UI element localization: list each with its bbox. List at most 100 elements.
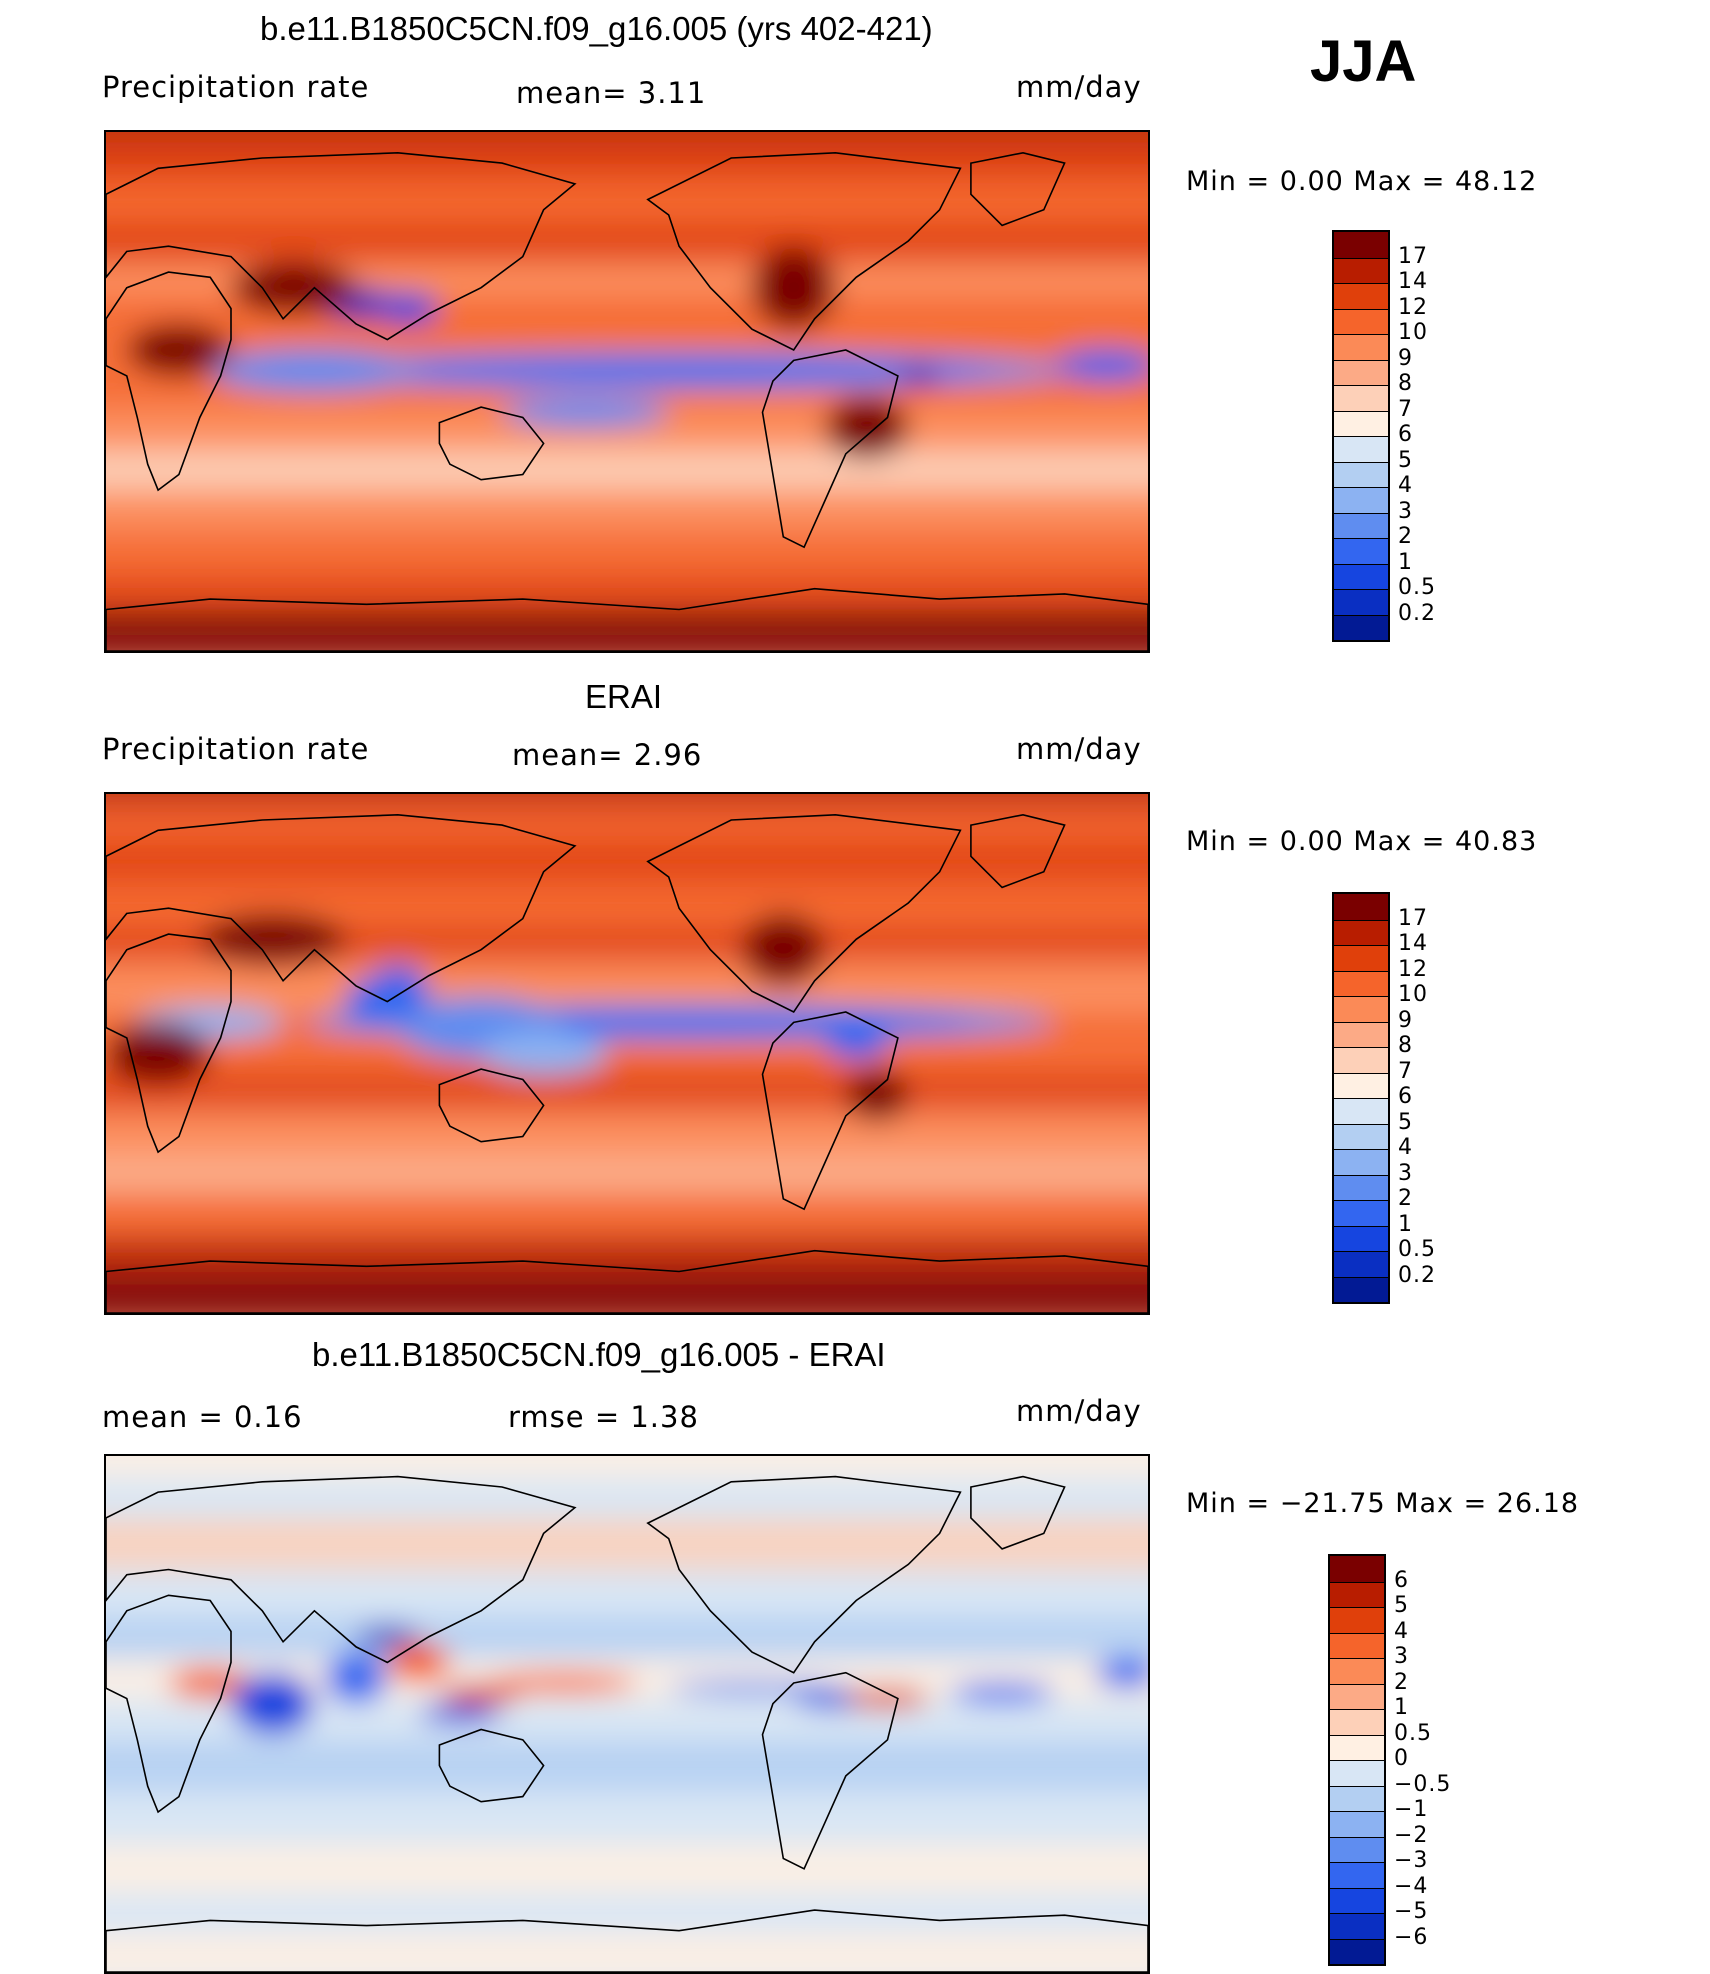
field-band	[106, 1843, 1148, 1895]
colorbar-swatch	[1334, 1149, 1388, 1175]
colorbar-tick-label: 2	[1398, 524, 1413, 549]
panel-1-title: b.e11.B1850C5CN.f09_g16.005 (yrs 402-421…	[260, 10, 933, 47]
colorbar-tick-label: 0.2	[1398, 600, 1436, 626]
coastline	[761, 1671, 899, 1870]
colorbar-swatch	[1334, 894, 1388, 920]
colorbar-tick-label: 5	[1394, 1593, 1409, 1618]
colorbar-tick-label: 17	[1398, 243, 1428, 269]
panel-1-variable: Precipitation rate	[102, 70, 370, 104]
coastline	[106, 1594, 232, 1814]
field-feature	[824, 1027, 888, 1059]
panel-3-colorbar	[1328, 1554, 1386, 1966]
map-field	[106, 132, 1148, 651]
colorbar-swatch	[1334, 1251, 1388, 1277]
field-feature	[106, 1022, 211, 1085]
coastline	[106, 1475, 577, 1664]
colorbar-tick-label: 5	[1398, 447, 1413, 473]
colorbar-tick-label: 10	[1398, 982, 1428, 1007]
coastline	[106, 151, 577, 341]
coastline	[106, 813, 577, 1003]
field-feature	[501, 396, 669, 428]
coastline	[761, 349, 899, 549]
colorbar-swatch	[1334, 410, 1388, 436]
field-band	[106, 960, 1148, 1012]
panel-2-colorbar	[1332, 892, 1390, 1304]
colorbar-swatch	[1330, 1938, 1384, 1964]
colorbar-swatch	[1334, 461, 1388, 487]
coastline	[646, 151, 962, 352]
colorbar-tick-label: −6	[1394, 1924, 1429, 1950]
panel-2-map	[104, 792, 1150, 1315]
colorbar-swatch	[1334, 970, 1388, 996]
field-feature	[168, 1667, 252, 1699]
field-feature	[231, 261, 357, 314]
field-band	[106, 1791, 1148, 1843]
colorbar-swatch	[1330, 1581, 1384, 1607]
colorbar-swatch	[1334, 589, 1388, 615]
colorbar-swatch	[1330, 1862, 1384, 1888]
field-feature	[845, 1069, 909, 1121]
colorbar-tick-label: 4	[1398, 1135, 1413, 1160]
field-feature	[668, 1680, 836, 1696]
coastline	[970, 1475, 1066, 1550]
field-band	[106, 1930, 1148, 1972]
panel-2-units: mm/day	[1016, 732, 1142, 766]
panel-3-units: mm/day	[1016, 1394, 1142, 1428]
field-feature	[376, 292, 440, 325]
colorbar-tick-label: 17	[1398, 905, 1428, 931]
panel-2-mean: mean= 2.96	[512, 738, 703, 772]
field-feature	[824, 396, 909, 459]
field-feature	[845, 1688, 930, 1709]
field-band	[106, 1517, 1148, 1580]
coastline	[646, 1475, 962, 1674]
colorbar-swatch	[1334, 512, 1388, 538]
colorbar-tick-label: 1	[1398, 549, 1413, 575]
colorbar-swatch	[1334, 919, 1388, 945]
colorbar-swatch	[1334, 1225, 1388, 1251]
colorbar-tick-label: 0.5	[1398, 575, 1436, 600]
field-feature	[345, 980, 388, 1023]
colorbar-tick-label: 4	[1394, 1618, 1409, 1644]
field-feature	[897, 365, 940, 387]
colorbar-swatch	[1334, 1276, 1388, 1302]
colorbar-tick-label: 0	[1394, 1746, 1409, 1771]
panel-2-minmax: Min = 0.00 Max = 40.83	[1186, 826, 1538, 857]
field-feature	[210, 349, 419, 392]
panel-2-variable: Precipitation rate	[102, 732, 370, 766]
colorbar-swatch	[1330, 1607, 1384, 1633]
colorbar-tick-label: 5	[1398, 1109, 1413, 1135]
coastline	[646, 813, 962, 1014]
colorbar-swatch	[1334, 1174, 1388, 1200]
colorbar-swatch	[1330, 1760, 1384, 1786]
colorbar-tick-label: 6	[1394, 1567, 1409, 1593]
field-feature	[950, 1683, 1055, 1704]
colorbar-tick-label: −2	[1394, 1822, 1429, 1848]
coastlines	[106, 151, 1148, 651]
field-feature	[1054, 349, 1148, 382]
coastline	[970, 151, 1066, 227]
colorbar-swatch	[1334, 1047, 1388, 1073]
coastline	[106, 1249, 1148, 1313]
colorbar-tick-label: 7	[1398, 396, 1413, 422]
colorbar-swatch	[1334, 436, 1388, 462]
colorbar-swatch	[1330, 1785, 1384, 1811]
colorbar-swatch	[1334, 996, 1388, 1022]
panel-1-minmax: Min = 0.00 Max = 48.12	[1186, 166, 1538, 197]
coastline	[106, 1909, 1148, 1972]
colorbar-swatch	[1334, 334, 1388, 360]
colorbar-swatch	[1334, 614, 1388, 640]
colorbar-swatch	[1330, 1556, 1384, 1582]
panel-3-minmax: Min = −21.75 Max = 26.18	[1186, 1488, 1580, 1519]
map-field-layer	[106, 132, 1148, 651]
panel-3-rmse: rmse = 1.38	[508, 1400, 699, 1434]
colorbar-tick-label: 7	[1398, 1058, 1413, 1084]
colorbar-swatch	[1334, 308, 1388, 334]
colorbar-tick-label: 4	[1398, 473, 1413, 498]
colorbar-tick-label: 14	[1398, 931, 1428, 956]
field-feature	[199, 913, 346, 966]
colorbar-tick-label: 8	[1398, 1033, 1413, 1058]
colorbar-swatch	[1330, 1632, 1384, 1658]
coastline	[761, 1011, 899, 1211]
colorbar-tick-label: 9	[1398, 345, 1413, 371]
coastline	[438, 1068, 545, 1143]
